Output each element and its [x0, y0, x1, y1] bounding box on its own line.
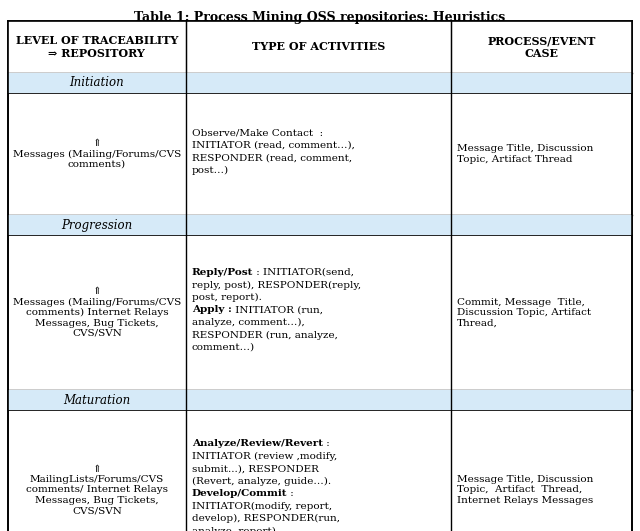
Text: INITIATOR (read, comment…),: INITIATOR (read, comment…),: [192, 141, 355, 150]
Text: Maturation: Maturation: [63, 393, 131, 407]
Text: Commit, Message  Title,
Discussion Topic, Artifact
Thread,: Commit, Message Title, Discussion Topic,…: [457, 297, 591, 328]
Text: Reply/Post: Reply/Post: [192, 268, 253, 277]
Bar: [8, 21, 632, 73]
Text: analyze, comment…),: analyze, comment…),: [192, 318, 305, 327]
Text: comment…): comment…): [192, 343, 255, 352]
Text: reply, post), RESPONDER(reply,: reply, post), RESPONDER(reply,: [192, 280, 361, 289]
Text: Progression: Progression: [61, 218, 132, 232]
Bar: [8, 73, 632, 93]
Text: Table 1: Process Mining OSS repositories: Heuristics: Table 1: Process Mining OSS repositories…: [134, 11, 506, 24]
Text: ⇑
Messages (Mailing/Forums/CVS
comments): ⇑ Messages (Mailing/Forums/CVS comments): [13, 139, 181, 169]
Text: post…): post…): [192, 166, 229, 175]
Text: ⇑
MailingLists/Forums/CVS
comments/ Internet Relays
Messages, Bug Tickets,
CVS/S: ⇑ MailingLists/Forums/CVS comments/ Inte…: [26, 465, 168, 515]
Text: PROCESS/EVENT
CASE: PROCESS/EVENT CASE: [487, 35, 596, 59]
Text: Apply :: Apply :: [192, 305, 232, 314]
Text: Message Title, Discussion
Topic,  Artifact  Thread,
Internet Relays Messages: Message Title, Discussion Topic, Artifac…: [457, 475, 593, 505]
Text: :: :: [323, 439, 330, 448]
Bar: [8, 390, 632, 410]
Text: :: :: [287, 489, 294, 498]
Text: Initiation: Initiation: [70, 76, 124, 90]
Text: RESPONDER (read, comment,: RESPONDER (read, comment,: [192, 153, 352, 162]
Text: TYPE OF ACTIVITIES: TYPE OF ACTIVITIES: [252, 41, 385, 53]
Text: RESPONDER (run, analyze,: RESPONDER (run, analyze,: [192, 330, 338, 339]
Bar: [8, 215, 632, 235]
Text: post, report).: post, report).: [192, 293, 262, 302]
Text: INITIATOR (run,: INITIATOR (run,: [232, 305, 323, 314]
Text: develop), RESPONDER(run,: develop), RESPONDER(run,: [192, 514, 340, 524]
Text: analyze, report): analyze, report): [192, 527, 276, 531]
Text: INITIATOR(modify, report,: INITIATOR(modify, report,: [192, 502, 332, 511]
Text: Message Title, Discussion
Topic, Artifact Thread: Message Title, Discussion Topic, Artifac…: [457, 144, 593, 164]
Text: (Revert, analyze, guide…).: (Revert, analyze, guide…).: [192, 477, 331, 486]
Text: submit...), RESPONDER: submit...), RESPONDER: [192, 464, 319, 473]
Text: Develop/Commit: Develop/Commit: [192, 489, 287, 498]
Text: : INITIATOR(send,: : INITIATOR(send,: [253, 268, 354, 277]
Text: ⇑
Messages (Mailing/Forums/CVS
comments) Internet Relays
Messages, Bug Tickets,
: ⇑ Messages (Mailing/Forums/CVS comments)…: [13, 287, 181, 338]
Text: LEVEL OF TRACEABILITY
⇒ REPOSITORY: LEVEL OF TRACEABILITY ⇒ REPOSITORY: [16, 35, 178, 59]
Text: INITIATOR (review ,modify,: INITIATOR (review ,modify,: [192, 452, 337, 461]
Text: Observe/Make Contact  :: Observe/Make Contact :: [192, 129, 323, 137]
Text: Analyze/Review/Revert: Analyze/Review/Revert: [192, 439, 323, 448]
